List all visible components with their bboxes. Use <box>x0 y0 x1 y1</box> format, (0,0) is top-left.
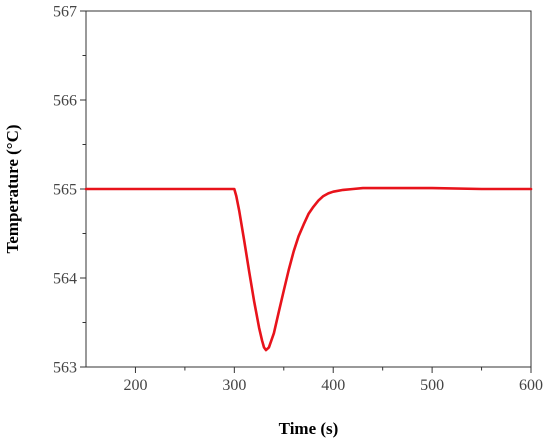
y-tick-label: 567 <box>53 4 77 21</box>
y-tick-label: 566 <box>53 93 77 110</box>
y-tick-label: 563 <box>53 360 77 377</box>
x-axis-title: Time (s) <box>279 419 339 438</box>
axis-ticks <box>80 10 532 373</box>
x-tick-label: 600 <box>519 377 543 394</box>
x-tick-label: 200 <box>123 377 147 394</box>
y-axis-title: Temperature (°C) <box>3 124 22 253</box>
y-tick-label: 564 <box>53 271 77 288</box>
axis-tick-labels: 200 300 400 500 600 563 564 565 566 567 <box>53 4 543 395</box>
y-tick-label: 565 <box>53 182 77 199</box>
x-tick-label: 400 <box>321 377 345 394</box>
temperature-series-line <box>84 186 533 352</box>
x-tick-label: 500 <box>420 377 444 394</box>
x-tick-label: 300 <box>222 377 246 394</box>
